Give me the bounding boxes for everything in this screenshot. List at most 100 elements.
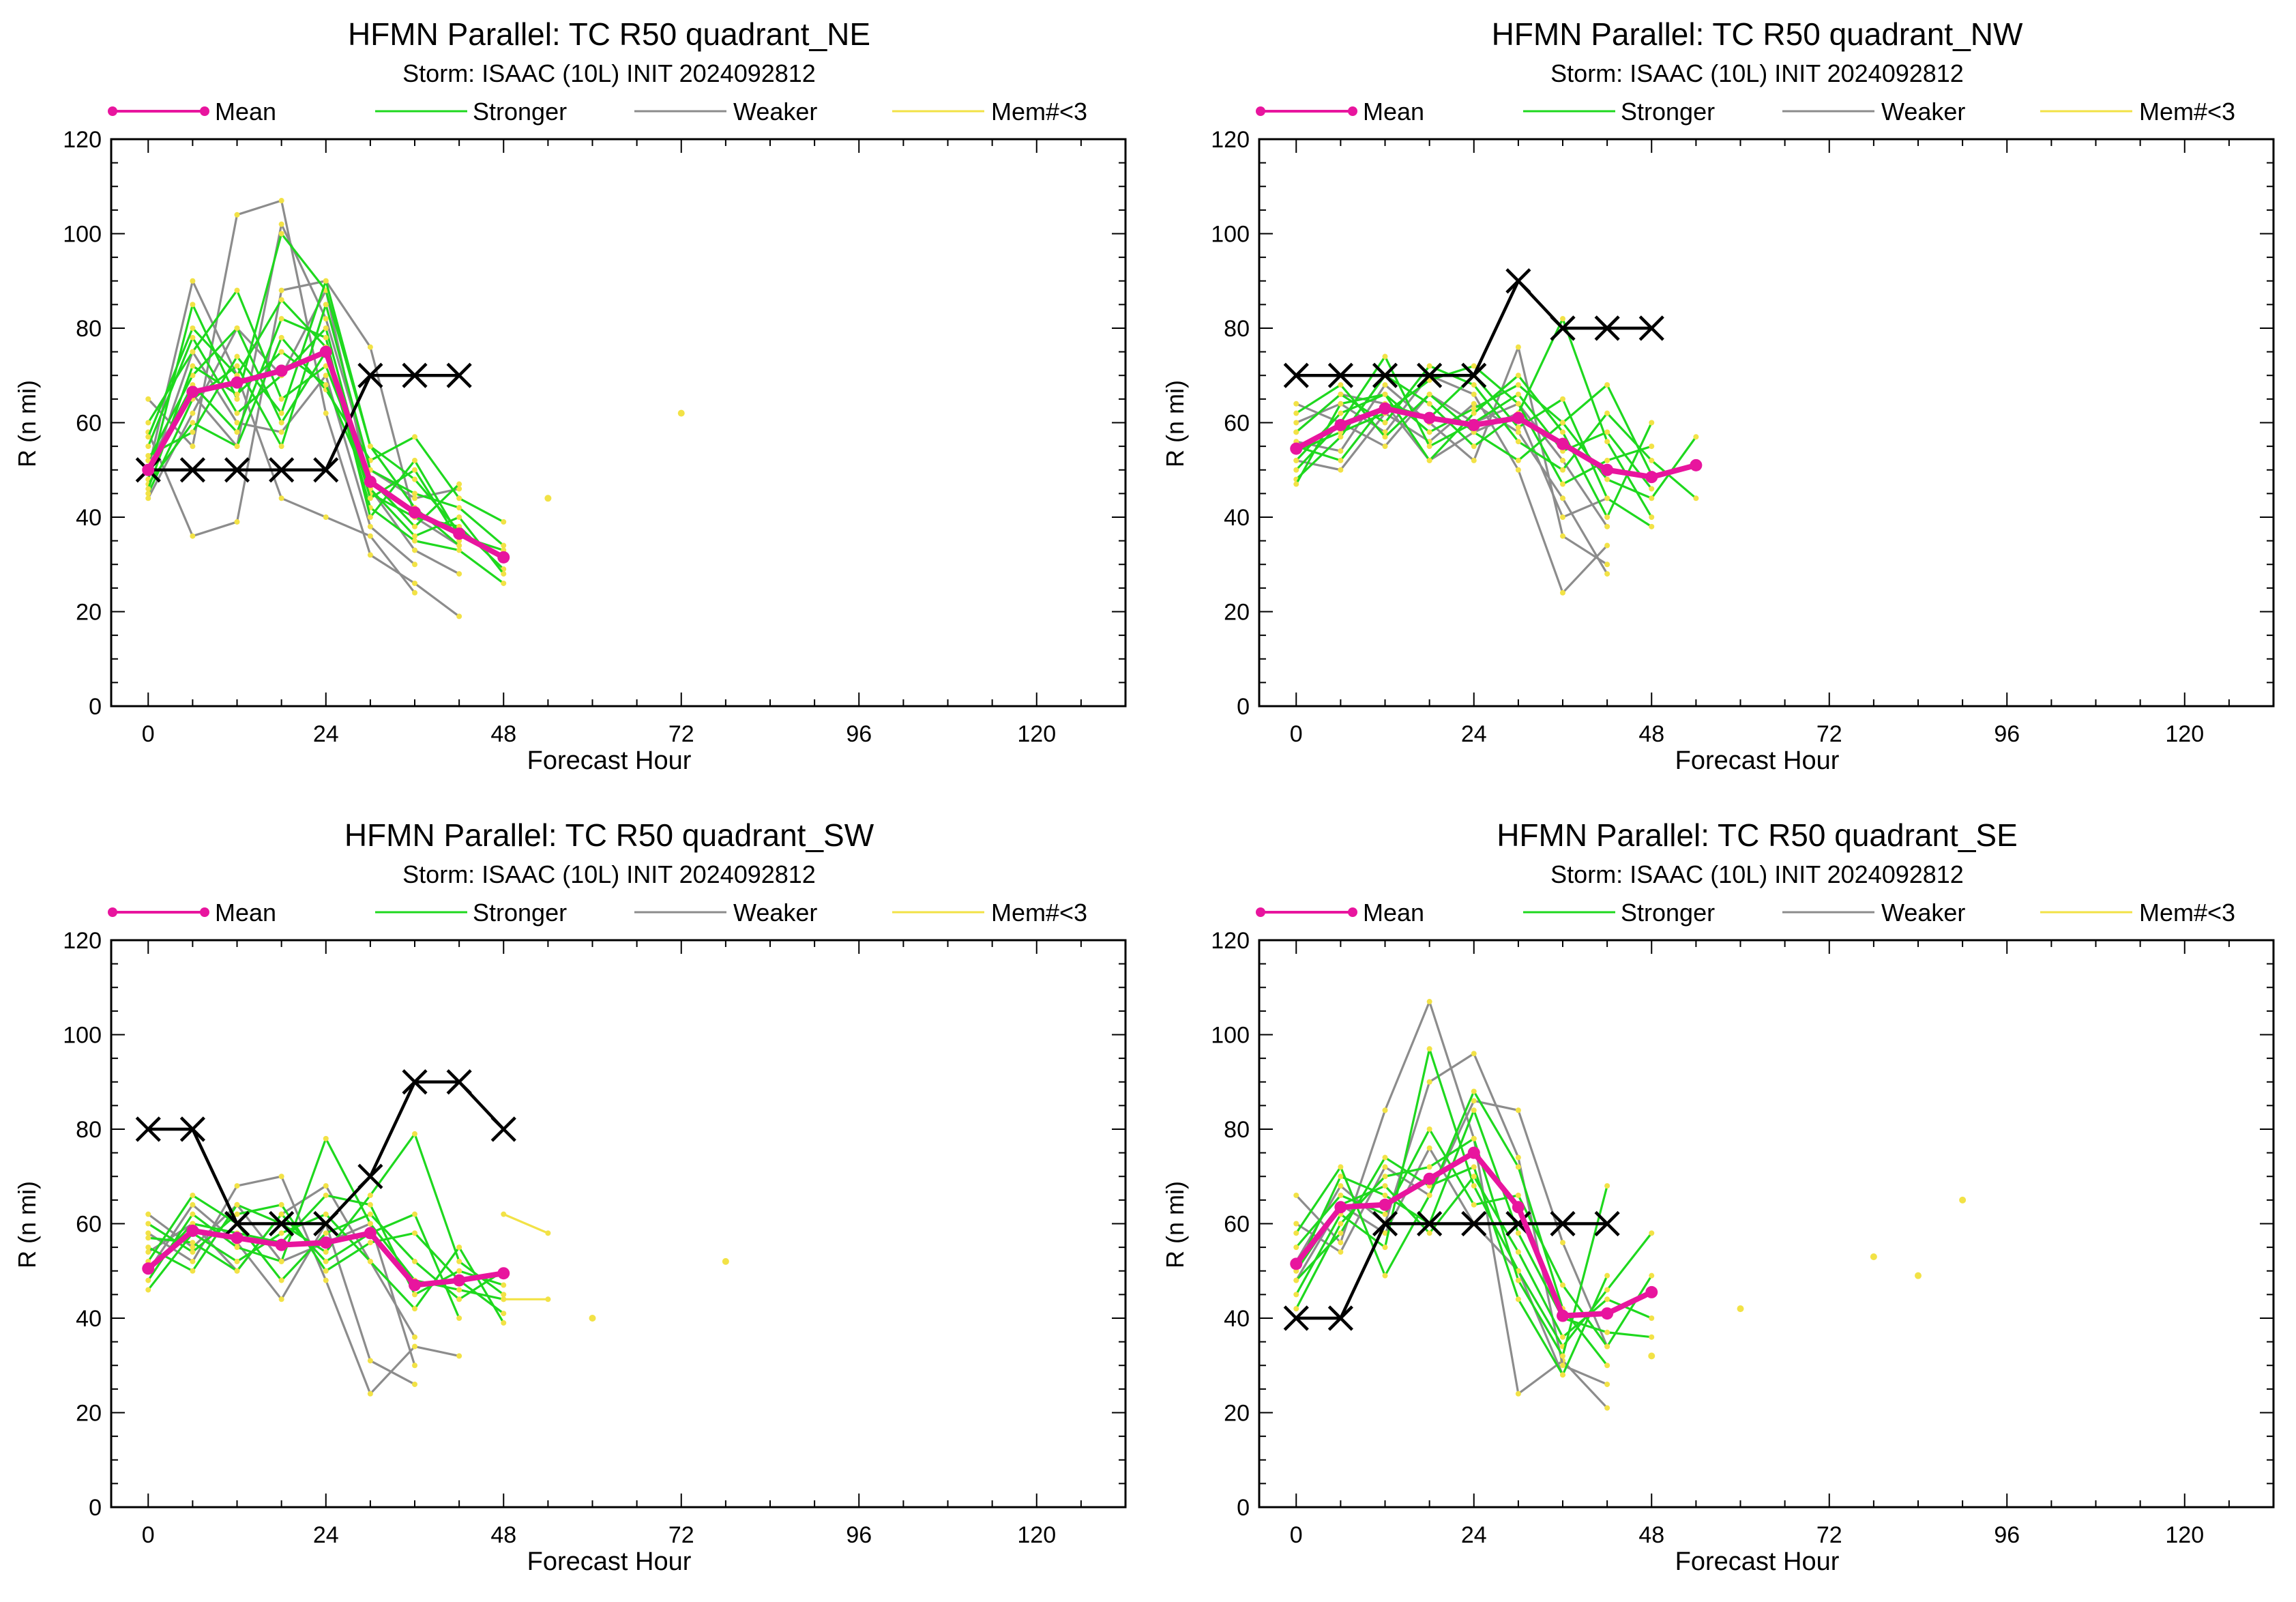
member-point	[367, 552, 373, 558]
member-point	[1338, 1192, 1344, 1198]
legend-label-stronger: Stronger	[473, 899, 567, 927]
mean-point	[1557, 437, 1570, 450]
y-tick-label: 60	[1224, 411, 1250, 437]
mean-point	[364, 476, 377, 489]
member-point	[412, 476, 418, 482]
member-point	[1382, 382, 1388, 388]
member-point	[1604, 495, 1610, 501]
x-tick-label: 72	[1816, 1522, 1842, 1548]
member-point	[1471, 382, 1477, 388]
member-point	[234, 363, 240, 369]
mean-point	[142, 463, 155, 476]
best-track-marker	[1594, 1210, 1620, 1237]
member-point	[1604, 1363, 1610, 1369]
member-point	[278, 420, 284, 426]
member-point	[1649, 1334, 1655, 1340]
member-point	[1471, 1135, 1477, 1141]
member-point	[278, 410, 284, 416]
member-point	[1560, 1372, 1566, 1378]
member-point	[1649, 457, 1655, 463]
member-point	[1293, 457, 1299, 463]
member-point	[1426, 363, 1432, 369]
mean-point	[497, 551, 510, 564]
member-point	[412, 533, 418, 539]
member-point	[1471, 391, 1477, 397]
y-tick-label: 20	[76, 1401, 102, 1427]
member-point	[278, 1202, 284, 1208]
member-point	[456, 1268, 462, 1274]
mean-point	[1334, 418, 1347, 431]
member-point	[1604, 523, 1610, 529]
member-point	[234, 410, 240, 416]
chart-title: HFMN Parallel: TC R50 quadrant_NE	[348, 16, 870, 52]
few-member-point	[1959, 1196, 1967, 1204]
x-tick-label: 96	[846, 1522, 872, 1548]
member-point	[1471, 410, 1477, 416]
mean-point	[319, 1236, 332, 1249]
member-point	[545, 1230, 551, 1236]
mean-line	[1295, 405, 1697, 480]
weaker-member-line	[1295, 374, 1608, 594]
y-axis-label: R (n mi)	[13, 380, 41, 467]
member-point	[1426, 1164, 1432, 1170]
plot-frame	[1258, 138, 2275, 708]
member-point	[456, 1287, 462, 1293]
weaker-member-line	[147, 1175, 460, 1395]
member-point	[1604, 457, 1610, 463]
member-point	[145, 452, 151, 458]
chart-subtitle: Storm: ISAAC (10L) INIT 2024092812	[402, 59, 816, 87]
best-track-line	[148, 374, 460, 471]
member-point	[234, 353, 240, 360]
mean-point	[1645, 1285, 1658, 1298]
member-point	[323, 325, 329, 331]
x-axis-label: Forecast Hour	[1675, 1547, 1840, 1576]
member-point	[278, 349, 284, 355]
member-point	[1382, 1211, 1388, 1217]
mean-point	[364, 1227, 377, 1240]
member-point	[1293, 481, 1299, 487]
member-point	[1515, 1164, 1521, 1170]
member-point	[278, 198, 284, 204]
member-point	[190, 1249, 196, 1255]
member-point	[1560, 1240, 1566, 1246]
member-point	[234, 391, 240, 397]
legend-label-few: Mem#<3	[2139, 98, 2235, 126]
member-point	[1471, 1098, 1477, 1104]
best-track-marker	[224, 1210, 250, 1237]
member-point	[323, 1249, 329, 1255]
member-point	[1338, 1164, 1344, 1170]
member-point	[1293, 467, 1299, 473]
y-tick-label: 80	[1224, 316, 1250, 342]
member-point	[412, 580, 418, 586]
best-track-marker	[490, 1116, 516, 1142]
member-point	[323, 334, 329, 340]
member-point	[278, 1296, 284, 1302]
member-point	[323, 1211, 329, 1217]
member-point	[1515, 1277, 1521, 1283]
member-point	[145, 1230, 151, 1236]
member-point	[367, 1240, 373, 1246]
member-point	[1426, 1145, 1432, 1151]
panel-sw: HFMN Parallel: TC R50 quadrant_SW Storm:…	[13, 817, 1127, 1576]
member-point	[1471, 1174, 1477, 1180]
member-point	[278, 1258, 284, 1264]
y-tick-label: 80	[76, 316, 102, 342]
member-point	[323, 1268, 329, 1274]
member-point	[1649, 420, 1655, 426]
member-point	[190, 1268, 196, 1274]
best-track-marker	[179, 1116, 205, 1142]
member-point	[190, 1192, 196, 1198]
stronger-member-line	[147, 298, 460, 542]
member-point	[234, 325, 240, 331]
weaker-member-line	[147, 223, 460, 499]
member-point	[367, 344, 373, 350]
stronger-member-line	[1295, 1090, 1608, 1367]
member-point	[1604, 562, 1610, 568]
member-point	[278, 316, 284, 322]
x-tick-label: 72	[668, 721, 694, 747]
member-point	[234, 429, 240, 435]
legend-label-mean: Mean	[1363, 98, 1424, 126]
panel-se: HFMN Parallel: TC R50 quadrant_SE Storm:…	[1161, 817, 2275, 1576]
mean-point	[1645, 471, 1658, 484]
y-tick-label: 100	[63, 1023, 102, 1049]
